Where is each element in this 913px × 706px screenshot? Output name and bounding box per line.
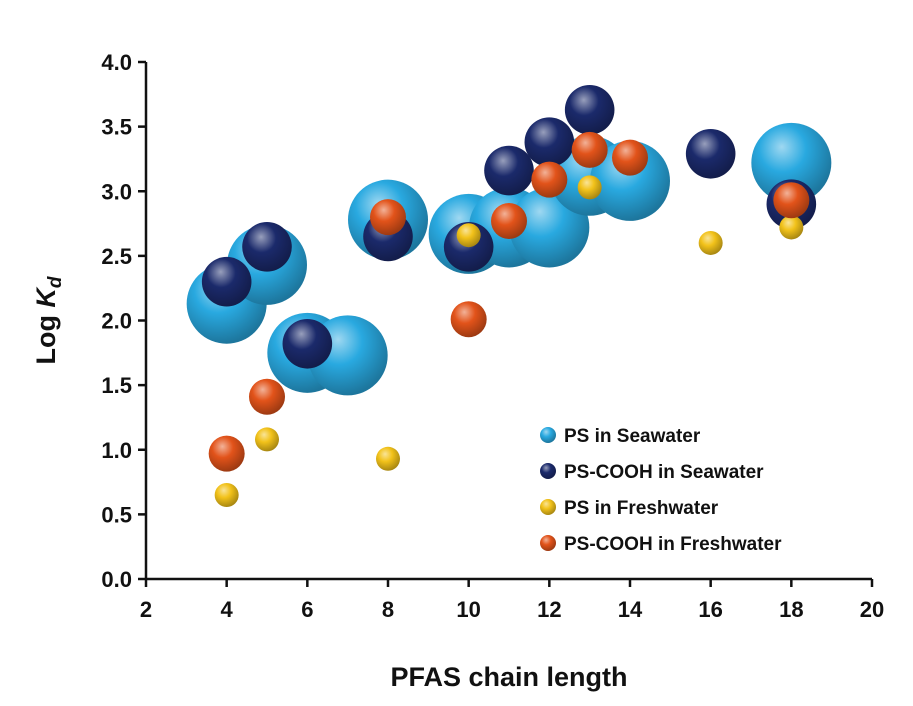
series-ps-in-freshwater bbox=[214, 175, 804, 507]
data-point bbox=[484, 145, 534, 196]
y-tick-label: 2.0 bbox=[101, 309, 132, 334]
x-axis-title: PFAS chain length bbox=[390, 662, 627, 692]
legend-label: PS-COOH in Seawater bbox=[564, 462, 764, 483]
x-tick-label: 16 bbox=[698, 597, 722, 622]
y-tick-label: 2.5 bbox=[101, 244, 132, 269]
legend-marker bbox=[540, 499, 556, 515]
y-axis-title: Log Kd bbox=[31, 276, 66, 364]
data-point bbox=[255, 427, 279, 452]
y-tick-label: 3.0 bbox=[101, 179, 132, 204]
x-tick-label: 6 bbox=[301, 597, 313, 622]
x-tick-label: 20 bbox=[860, 597, 884, 622]
x-tick-label: 4 bbox=[221, 597, 234, 622]
data-point bbox=[751, 122, 832, 203]
data-point bbox=[201, 256, 252, 307]
legend-item: PS-COOH in Seawater bbox=[540, 462, 764, 483]
data-point bbox=[282, 318, 333, 369]
data-point bbox=[242, 222, 292, 272]
legend-marker bbox=[540, 427, 556, 443]
data-point bbox=[491, 202, 527, 239]
y-axis-title-subscript: d bbox=[45, 276, 66, 288]
y-tick-label: 1.5 bbox=[101, 373, 132, 398]
data-point bbox=[685, 128, 736, 179]
y-axis-title-main: Log bbox=[31, 308, 61, 365]
x-tick-label: 18 bbox=[779, 597, 803, 622]
y-tick-label: 1.0 bbox=[101, 438, 132, 463]
data-point bbox=[370, 199, 406, 236]
data-point bbox=[590, 140, 670, 221]
legend-marker bbox=[540, 535, 556, 551]
data-point bbox=[456, 223, 481, 248]
data-point bbox=[779, 215, 804, 240]
legend-marker bbox=[540, 463, 556, 479]
legend-item: PS in Freshwater bbox=[540, 498, 719, 519]
legend: PS in Seawater PS-COOH in Seawater PS in F… bbox=[540, 426, 782, 555]
y-tick-label: 0.0 bbox=[101, 567, 132, 592]
y-axis-title-italic: K bbox=[31, 286, 61, 308]
data-point bbox=[524, 117, 575, 167]
data-point bbox=[577, 175, 602, 200]
data-point bbox=[376, 446, 400, 471]
data-points-layer bbox=[186, 85, 832, 507]
data-point bbox=[208, 435, 245, 472]
legend-item: PS-COOH in Freshwater bbox=[540, 534, 782, 555]
x-tick-label: 12 bbox=[537, 597, 561, 622]
series-ps-cooh-in-freshwater bbox=[208, 131, 810, 472]
legend-label: PS in Seawater bbox=[564, 426, 701, 447]
y-tick-label: 0.5 bbox=[101, 502, 132, 527]
data-point bbox=[612, 139, 648, 176]
legend-label: PS-COOH in Freshwater bbox=[564, 534, 782, 555]
data-point bbox=[773, 182, 810, 219]
data-point bbox=[698, 230, 723, 255]
y-tick-label: 3.5 bbox=[101, 115, 132, 140]
x-tick-label: 10 bbox=[456, 597, 480, 622]
ticks: 2 4 6 8 10 12 14 16 18 20 0.0 0.5 1.0 1.5 2.0 2.5 3.0 3.5… bbox=[101, 50, 884, 622]
legend-item: PS in Seawater bbox=[540, 426, 701, 447]
x-tick-label: 2 bbox=[140, 597, 152, 622]
data-point bbox=[531, 161, 568, 198]
data-point bbox=[571, 131, 608, 168]
x-tick-label: 8 bbox=[382, 597, 394, 622]
data-point bbox=[450, 301, 487, 338]
x-tick-label: 14 bbox=[618, 597, 643, 622]
data-point bbox=[564, 85, 615, 135]
data-point bbox=[249, 378, 285, 415]
legend-label: PS in Freshwater bbox=[564, 498, 719, 519]
data-point bbox=[214, 482, 239, 507]
y-tick-label: 4.0 bbox=[101, 50, 132, 75]
